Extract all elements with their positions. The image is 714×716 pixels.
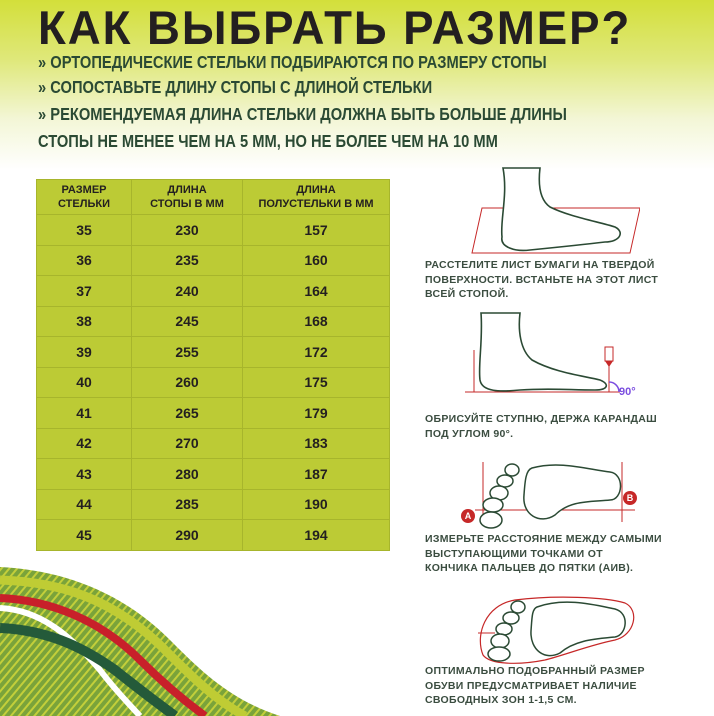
pencil-icon bbox=[604, 346, 614, 362]
header-foot-length: ДЛИНА СТОПЫ В ММ bbox=[131, 179, 243, 215]
cell-half-insole-length: 179 bbox=[242, 397, 390, 429]
table-row: 44 285 190 bbox=[36, 488, 390, 520]
cell-half-insole-length: 175 bbox=[242, 366, 390, 398]
page-title: КАК ВЫБРАТЬ РАЗМЕР? bbox=[38, 1, 632, 54]
bullet-1: » ОРТОПЕДИЧЕСКИЕ СТЕЛЬКИ ПОДБИРАЮТСЯ ПО … bbox=[38, 52, 547, 72]
step-1-caption: РАССТЕЛИТЕ ЛИСТ БУМАГИ НА ТВЕРДОЙ ПОВЕРХН… bbox=[425, 259, 659, 300]
point-b-marker: B bbox=[623, 491, 637, 505]
cell-foot-length: 285 bbox=[131, 488, 243, 520]
cell-foot-length: 265 bbox=[131, 397, 243, 429]
cell-size: 44 bbox=[36, 488, 132, 520]
cell-half-insole-length: 157 bbox=[242, 214, 390, 246]
cell-half-insole-length: 168 bbox=[242, 305, 390, 337]
cell-foot-length: 245 bbox=[131, 305, 243, 337]
table-row: 41 265 179 bbox=[36, 397, 390, 429]
cell-foot-length: 260 bbox=[131, 366, 243, 398]
table-row: 38 245 168 bbox=[36, 305, 390, 337]
cell-size: 43 bbox=[36, 458, 132, 490]
cell-size: 37 bbox=[36, 275, 132, 307]
cell-foot-length: 280 bbox=[131, 458, 243, 490]
cell-size: 39 bbox=[36, 336, 132, 368]
cell-size: 38 bbox=[36, 305, 132, 337]
foot-on-paper-illustration bbox=[471, 167, 640, 254]
cell-foot-length: 235 bbox=[131, 244, 243, 276]
table-row: 35 230 157 bbox=[36, 214, 390, 246]
table-row: 37 240 164 bbox=[36, 275, 390, 307]
bullet-3-continued: СТОПЫ НЕ МЕНЕЕ ЧЕМ НА 5 ММ, НО НЕ БОЛЕЕ … bbox=[38, 131, 498, 151]
cell-size: 36 bbox=[36, 244, 132, 276]
point-a-marker: A bbox=[461, 509, 475, 523]
cell-half-insole-length: 194 bbox=[242, 519, 390, 551]
cell-half-insole-length: 183 bbox=[242, 427, 390, 459]
step-4-caption: ОПТИМАЛЬНО ПОДОБРАННЫЙ РАЗМЕР ОБУВИ ПРЕДУ… bbox=[425, 665, 645, 706]
table-row: 45 290 194 bbox=[36, 519, 390, 551]
table-row: 36 235 160 bbox=[36, 244, 390, 276]
foot-trace-illustration bbox=[465, 312, 620, 393]
table-row: 43 280 187 bbox=[36, 458, 390, 490]
decorative-swoosh bbox=[0, 567, 280, 716]
step-2-caption: ОБРИСУЙТЕ СТУПНЮ, ДЕРЖА КАРАНДАШ ПОД УГЛО… bbox=[425, 413, 657, 440]
table-row: 40 260 175 bbox=[36, 366, 390, 398]
cell-size: 35 bbox=[36, 214, 132, 246]
table-header-row: РАЗМЕР СТЕЛЬКИ ДЛИНА СТОПЫ В ММ ДЛИНА ПОЛУС… bbox=[36, 179, 390, 215]
table-row: 42 270 183 bbox=[36, 427, 390, 459]
header-size: РАЗМЕР СТЕЛЬКИ bbox=[36, 179, 132, 215]
cell-size: 40 bbox=[36, 366, 132, 398]
cell-half-insole-length: 172 bbox=[242, 336, 390, 368]
cell-half-insole-length: 190 bbox=[242, 488, 390, 520]
cell-foot-length: 270 bbox=[131, 427, 243, 459]
cell-foot-length: 255 bbox=[131, 336, 243, 368]
cell-foot-length: 240 bbox=[131, 275, 243, 307]
cell-size: 41 bbox=[36, 397, 132, 429]
cell-foot-length: 290 bbox=[131, 519, 243, 551]
header-half-insole-length: ДЛИНА ПОЛУСТЕЛЬКИ В ММ bbox=[242, 179, 390, 215]
cell-half-insole-length: 160 bbox=[242, 244, 390, 276]
cell-foot-length: 230 bbox=[131, 214, 243, 246]
bullet-2: » СОПОСТАВЬТЕ ДЛИНУ СТОПЫ С ДЛИНОЙ СТЕЛЬ… bbox=[38, 77, 433, 97]
cell-size: 45 bbox=[36, 519, 132, 551]
angle-label: 90° bbox=[619, 386, 636, 398]
header-gradient bbox=[0, 0, 714, 170]
foot-in-shoe-illustration bbox=[478, 596, 635, 664]
size-table: РАЗМЕР СТЕЛЬКИ ДЛИНА СТОПЫ В ММ ДЛИНА ПОЛУС… bbox=[36, 179, 390, 551]
cell-half-insole-length: 187 bbox=[242, 458, 390, 490]
cell-half-insole-length: 164 bbox=[242, 275, 390, 307]
foot-measure-illustration bbox=[475, 462, 635, 529]
step-3-caption: ИЗМЕРЬТЕ РАССТОЯНИЕ МЕЖДУ САМЫМИ ВЫСТУПАЮ… bbox=[425, 533, 662, 574]
table-row: 39 255 172 bbox=[36, 336, 390, 368]
cell-size: 42 bbox=[36, 427, 132, 459]
bullet-3: » РЕКОМЕНДУЕМАЯ ДЛИНА СТЕЛЬКИ ДОЛЖНА БЫТ… bbox=[38, 104, 567, 124]
